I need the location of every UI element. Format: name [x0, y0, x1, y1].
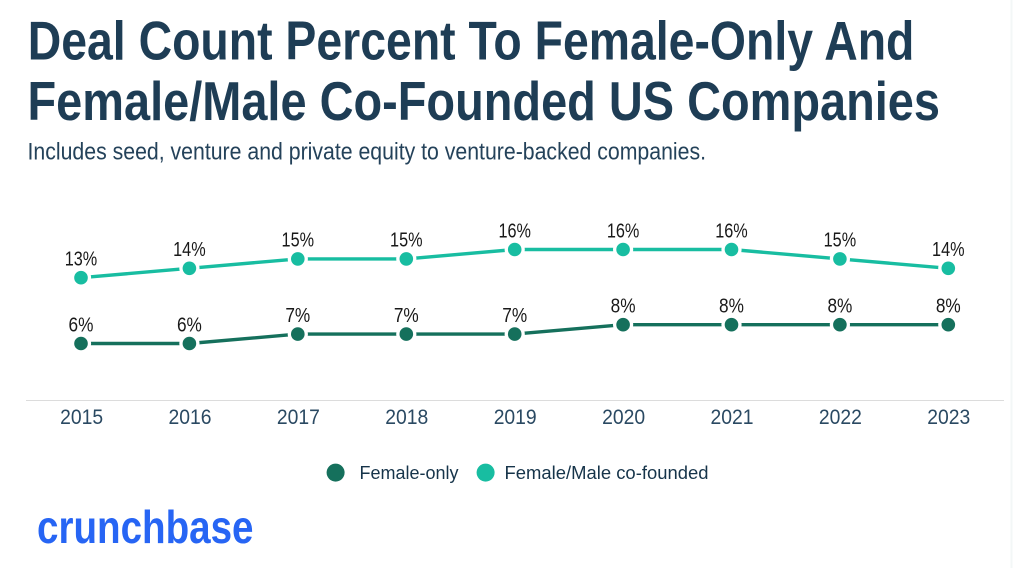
- svg-text:2015: 2015: [60, 405, 103, 429]
- svg-text:16%: 16%: [498, 220, 531, 242]
- svg-text:2016: 2016: [169, 405, 212, 429]
- svg-text:14%: 14%: [173, 239, 206, 261]
- svg-text:8%: 8%: [611, 296, 636, 318]
- svg-text:7%: 7%: [502, 305, 527, 327]
- svg-text:Includes seed, venture and pri: Includes seed, venture and private equit…: [28, 139, 707, 166]
- svg-text:2017: 2017: [277, 405, 320, 429]
- svg-text:15%: 15%: [824, 230, 857, 252]
- svg-text:Female/Male co-founded: Female/Male co-founded: [505, 463, 709, 483]
- svg-text:8%: 8%: [827, 296, 852, 318]
- svg-text:Female/Male Co-Founded US Comp: Female/Male Co-Founded US Companies: [28, 70, 941, 132]
- svg-text:2021: 2021: [711, 405, 754, 429]
- svg-text:16%: 16%: [607, 220, 640, 242]
- svg-text:Deal Count Percent To Female-O: Deal Count Percent To Female-Only And: [28, 9, 915, 71]
- svg-text:2023: 2023: [927, 405, 970, 429]
- svg-text:2022: 2022: [819, 405, 862, 429]
- svg-text:2018: 2018: [385, 405, 428, 429]
- svg-text:8%: 8%: [719, 296, 744, 318]
- svg-text:15%: 15%: [282, 230, 315, 252]
- svg-text:7%: 7%: [394, 305, 419, 327]
- svg-text:15%: 15%: [390, 230, 423, 252]
- svg-text:2019: 2019: [494, 405, 537, 429]
- svg-text:8%: 8%: [936, 296, 961, 318]
- svg-text:crunchbase: crunchbase: [37, 501, 254, 553]
- svg-text:6%: 6%: [177, 314, 202, 336]
- svg-text:16%: 16%: [715, 220, 748, 242]
- svg-text:2020: 2020: [602, 405, 645, 429]
- svg-text:6%: 6%: [69, 314, 94, 336]
- svg-text:13%: 13%: [65, 249, 98, 271]
- svg-text:7%: 7%: [285, 305, 310, 327]
- svg-text:14%: 14%: [932, 239, 965, 261]
- svg-text:Female-only: Female-only: [360, 463, 459, 483]
